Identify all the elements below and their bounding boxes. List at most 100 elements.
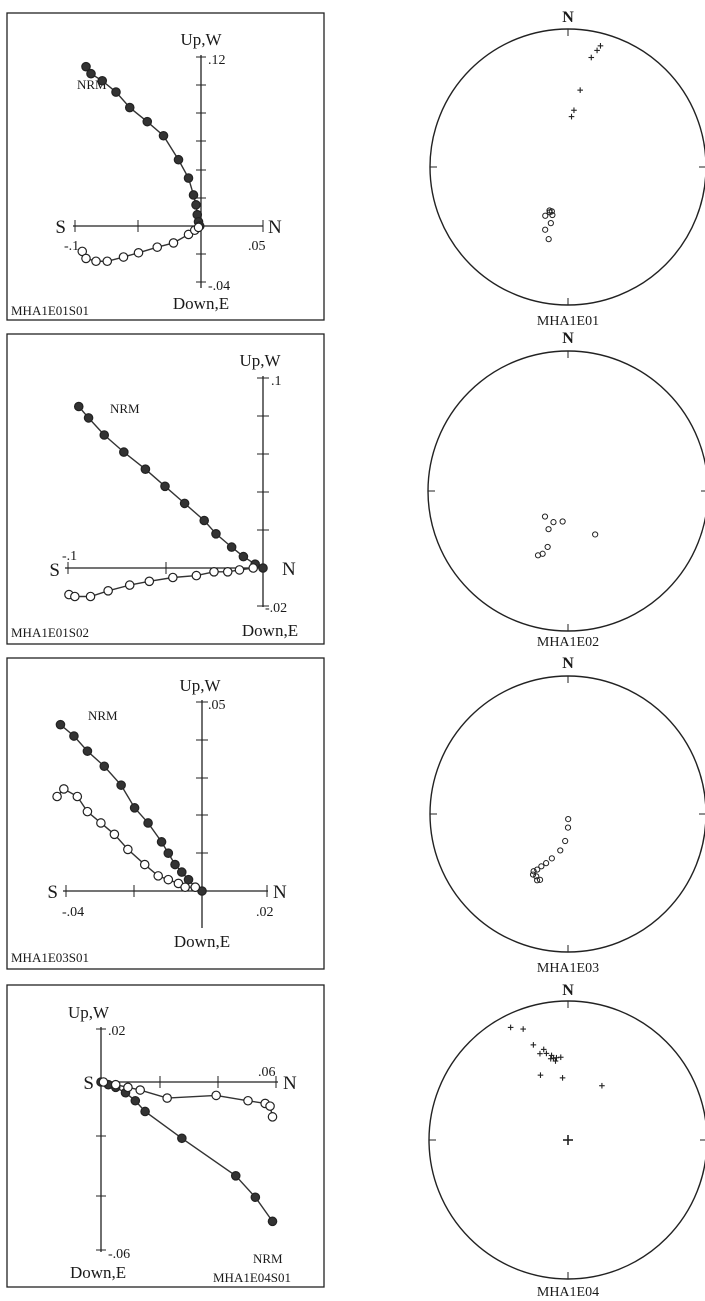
upper-hemisphere-direction	[548, 855, 555, 862]
stereonet-4-north-label: N	[562, 982, 574, 999]
upper-hemisphere-direction	[534, 866, 541, 873]
stereonet-4-data	[507, 1024, 605, 1145]
vertical-projection-point	[123, 1082, 133, 1093]
upper-hemisphere-direction	[530, 868, 537, 875]
horizontal-projection-point	[124, 102, 135, 113]
vertical-projection-point	[109, 829, 120, 840]
horizontal-projection-point	[183, 173, 194, 183]
vertical-projection-point	[267, 1112, 278, 1122]
panel-1-vertical-top-tick-label: .12	[208, 53, 226, 68]
panel-2-north-label: N	[282, 559, 296, 580]
upper-hemisphere-direction	[534, 877, 541, 884]
upper-hemisphere-direction	[565, 816, 572, 823]
upper-hemisphere-direction	[529, 871, 537, 878]
vertical-projection-point	[135, 1085, 145, 1095]
vertical-projection-point	[248, 563, 258, 573]
horizontal-projection-point	[211, 528, 221, 539]
stereonet-3-label: MHA1E03	[537, 961, 599, 976]
panel-2-south-label: S	[49, 560, 60, 581]
panel-4-down-label: Down,E	[70, 1263, 126, 1282]
zijderveld-panel-4: Up,W .02 -.06 Down,E S N .06 NRM MHA1E04…	[6, 984, 325, 1288]
upper-hemisphere-direction	[550, 519, 557, 526]
vertical-projection-point	[168, 238, 179, 248]
vertical-projection-point	[124, 580, 135, 590]
panel-2-horizontal-left-tick-label: -.1	[62, 549, 77, 564]
vertical-projection-point	[243, 1095, 253, 1106]
stereonet-1-label: MHA1E01	[537, 314, 599, 329]
horizontal-projection-point	[140, 464, 151, 474]
horizontal-projection-point	[156, 837, 167, 847]
horizontal-projection-point	[238, 551, 249, 562]
horizontal-projection-point	[99, 761, 110, 772]
stereonet-2: N MHA1E02	[427, 330, 705, 650]
horizontal-projection-point	[142, 116, 153, 127]
upper-hemisphere-direction	[541, 513, 549, 520]
panel-3-south-label: S	[47, 882, 58, 903]
panel-1-frame	[6, 12, 325, 321]
vertical-projection-point	[96, 818, 106, 828]
stereonet-1-data	[542, 43, 604, 243]
upper-hemisphere-direction	[557, 847, 564, 854]
vertical-projection-point	[152, 242, 163, 252]
panel-1-up-label: Up,W	[180, 30, 222, 49]
stereonet-4: N MHA1E04	[428, 982, 705, 1300]
horizontal-projection-point	[55, 719, 66, 730]
upper-hemisphere-direction	[542, 226, 549, 233]
panel-2-up-label: Up,W	[239, 351, 281, 370]
upper-hemisphere-direction	[564, 824, 572, 831]
vertical-projection-point	[133, 247, 144, 258]
panel-1-horizontal-left-tick-label: -.1	[64, 239, 79, 254]
horizontal-projection-point	[129, 803, 140, 813]
vertical-projection-point	[102, 256, 113, 267]
vertical-projection-point	[82, 806, 93, 817]
upper-hemisphere-direction	[559, 518, 566, 525]
vertical-projection-point	[180, 882, 190, 893]
zijderveld-panel-1: Up,W .12 -.04 Down,E S N -.1 .05 NRM MHA…	[6, 12, 325, 321]
horizontal-projection-point	[158, 130, 169, 141]
panel-2-vertical-bottom-tick-label: -.02	[265, 601, 287, 616]
horizontal-projection-point	[82, 746, 93, 756]
vertical-projection-point	[193, 222, 204, 233]
vertical-projection-point	[222, 566, 233, 577]
horizontal-projection-point	[250, 1192, 261, 1203]
upper-hemisphere-direction	[592, 531, 599, 538]
panel-2-specimen-label: MHA1E01S02	[11, 625, 89, 640]
panel-1-vertical-bottom-tick-label: -.04	[208, 279, 230, 294]
panel-2-nrm-label: NRM	[110, 401, 140, 416]
horizontal-projection-point	[69, 731, 79, 741]
panel-4-south-label: S	[83, 1073, 94, 1094]
vertical-projection-point	[85, 591, 96, 602]
panel-3-north-label: N	[273, 882, 287, 903]
vertical-projection-point	[70, 591, 80, 602]
upper-hemisphere-direction	[534, 552, 542, 559]
stereonet-3-data	[529, 816, 572, 884]
panel-1-horizontal-right-tick-label: .05	[248, 239, 266, 254]
vertical-projection-point	[98, 1077, 109, 1087]
panel-3-specimen-label: MHA1E03S01	[11, 950, 89, 965]
horizontal-projection-point	[267, 1216, 278, 1227]
horizontal-projection-point	[191, 200, 201, 210]
horizontal-projection-point	[163, 848, 174, 858]
stereonet-2-circle	[427, 350, 705, 632]
vertical-projection-point	[118, 252, 129, 262]
upper-hemisphere-direction	[545, 526, 552, 533]
horizontal-projection-point	[230, 1171, 241, 1181]
stereonet-1-circle	[429, 28, 705, 306]
vertical-projection-point	[163, 874, 174, 885]
horizontal-projection-point	[116, 780, 126, 790]
panel-4-data	[96, 1077, 278, 1227]
panel-1-south-label: S	[55, 217, 66, 238]
stereonet-2-label: MHA1E02	[537, 635, 599, 650]
panel-3-down-label: Down,E	[174, 932, 230, 951]
horizontal-projection-point	[111, 87, 121, 97]
horizontal-projection-point	[170, 859, 180, 870]
upper-hemisphere-direction	[546, 209, 553, 216]
vertical-projection-point	[211, 1090, 221, 1101]
panel-1-specimen-label: MHA1E01S01	[11, 303, 89, 318]
horizontal-projection-point	[130, 1095, 141, 1106]
vertical-projection-point	[110, 1079, 121, 1090]
stereonet-1: N MHA1E01	[429, 9, 705, 329]
horizontal-projection-point	[188, 190, 199, 200]
horizontal-projection-point	[86, 68, 96, 79]
